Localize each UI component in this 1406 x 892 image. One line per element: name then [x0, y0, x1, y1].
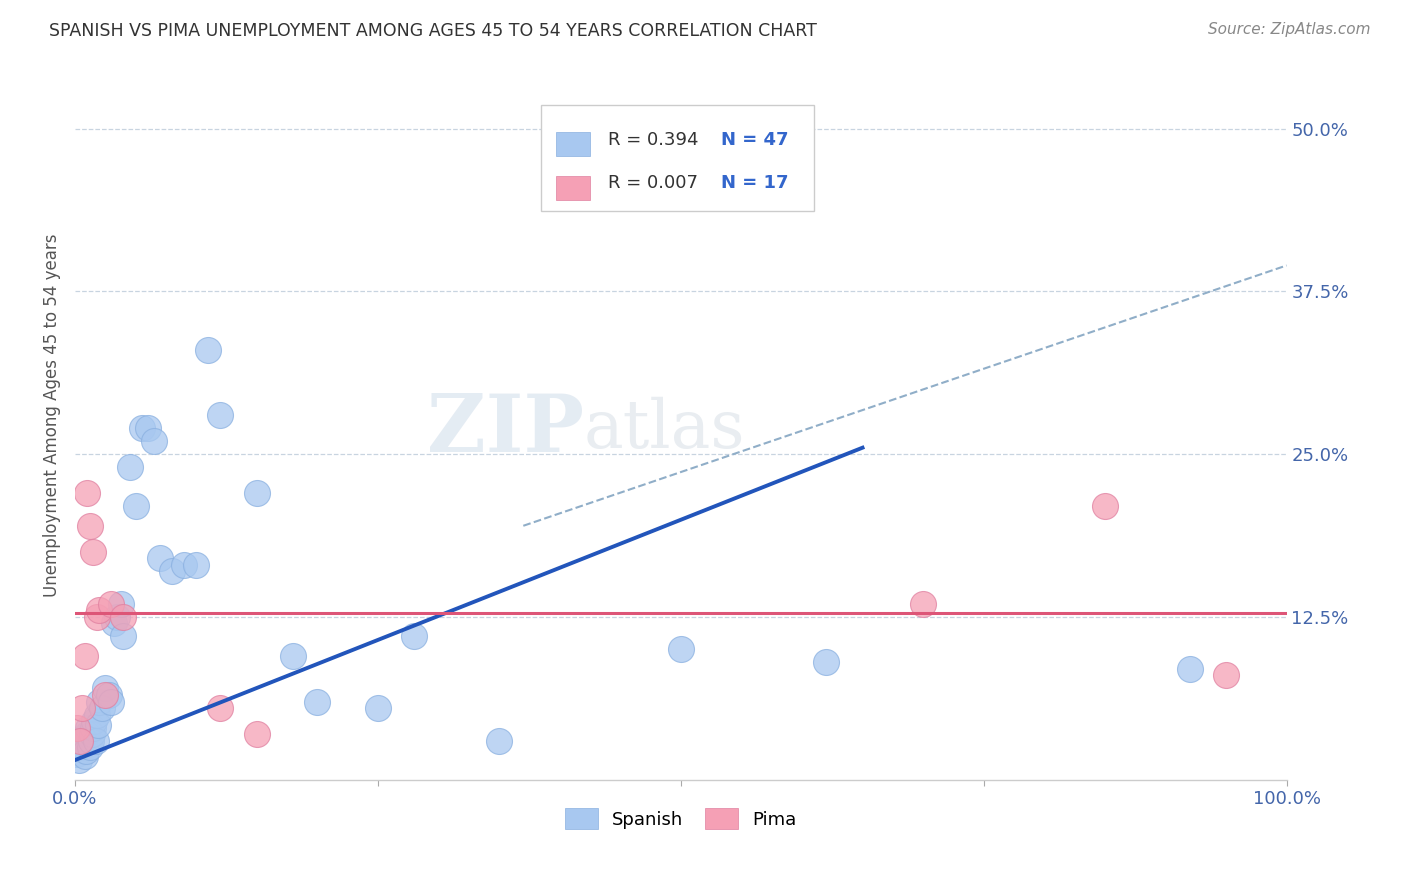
Text: atlas: atlas	[583, 397, 745, 462]
Point	[73, 648, 96, 663]
Text: SPANISH VS PIMA UNEMPLOYMENT AMONG AGES 45 TO 54 YEARS CORRELATION CHART: SPANISH VS PIMA UNEMPLOYMENT AMONG AGES …	[49, 22, 817, 40]
Point	[307, 694, 329, 708]
Point	[197, 343, 219, 357]
Point	[94, 688, 117, 702]
Point	[246, 486, 269, 500]
Point	[72, 701, 94, 715]
Point	[1178, 662, 1201, 676]
Point	[79, 740, 101, 755]
Point	[186, 558, 208, 572]
Point	[112, 610, 135, 624]
Point	[83, 714, 105, 728]
Point	[76, 727, 98, 741]
Point	[124, 500, 146, 514]
Legend: Spanish, Pima: Spanish, Pima	[558, 801, 804, 836]
Point	[79, 518, 101, 533]
Point	[142, 434, 165, 449]
FancyBboxPatch shape	[555, 176, 591, 200]
Point	[89, 603, 111, 617]
Point	[669, 642, 692, 657]
Point	[82, 721, 104, 735]
Point	[173, 558, 195, 572]
Y-axis label: Unemployment Among Ages 45 to 54 years: Unemployment Among Ages 45 to 54 years	[44, 234, 60, 597]
Point	[100, 694, 122, 708]
Point	[89, 694, 111, 708]
Text: Source: ZipAtlas.com: Source: ZipAtlas.com	[1208, 22, 1371, 37]
Point	[75, 744, 97, 758]
Point	[367, 701, 389, 715]
FancyBboxPatch shape	[555, 132, 591, 156]
Point	[72, 736, 94, 750]
Point	[209, 701, 232, 715]
Point	[72, 731, 94, 745]
Point	[80, 727, 103, 741]
Point	[1215, 668, 1237, 682]
Text: N = 17: N = 17	[721, 174, 789, 193]
FancyBboxPatch shape	[541, 105, 814, 211]
Point	[97, 688, 120, 702]
Point	[112, 629, 135, 643]
Point	[94, 681, 117, 696]
Point	[100, 597, 122, 611]
Point	[70, 733, 93, 747]
Point	[80, 733, 103, 747]
Point	[82, 545, 104, 559]
Point	[149, 551, 172, 566]
Point	[69, 733, 91, 747]
Point	[110, 597, 132, 611]
Point	[84, 733, 107, 747]
Point	[103, 616, 125, 631]
Point	[488, 733, 510, 747]
Point	[86, 707, 108, 722]
Point	[67, 753, 90, 767]
Point	[160, 565, 183, 579]
Point	[77, 721, 100, 735]
Point	[209, 408, 232, 422]
Point	[69, 740, 91, 755]
Text: N = 47: N = 47	[721, 130, 789, 149]
Text: R = 0.394: R = 0.394	[609, 130, 699, 149]
Point	[107, 610, 129, 624]
Point	[90, 701, 112, 715]
Point	[118, 460, 141, 475]
Point	[912, 597, 935, 611]
Point	[66, 721, 89, 735]
Text: ZIP: ZIP	[427, 391, 583, 468]
Point	[815, 656, 838, 670]
Point	[66, 747, 89, 761]
Point	[86, 610, 108, 624]
Point	[131, 421, 153, 435]
Point	[404, 629, 426, 643]
Point	[87, 718, 110, 732]
Point	[1094, 500, 1116, 514]
Point	[73, 749, 96, 764]
Point	[136, 421, 159, 435]
Point	[76, 486, 98, 500]
Point	[281, 648, 304, 663]
Point	[246, 727, 269, 741]
Text: R = 0.007: R = 0.007	[609, 174, 699, 193]
